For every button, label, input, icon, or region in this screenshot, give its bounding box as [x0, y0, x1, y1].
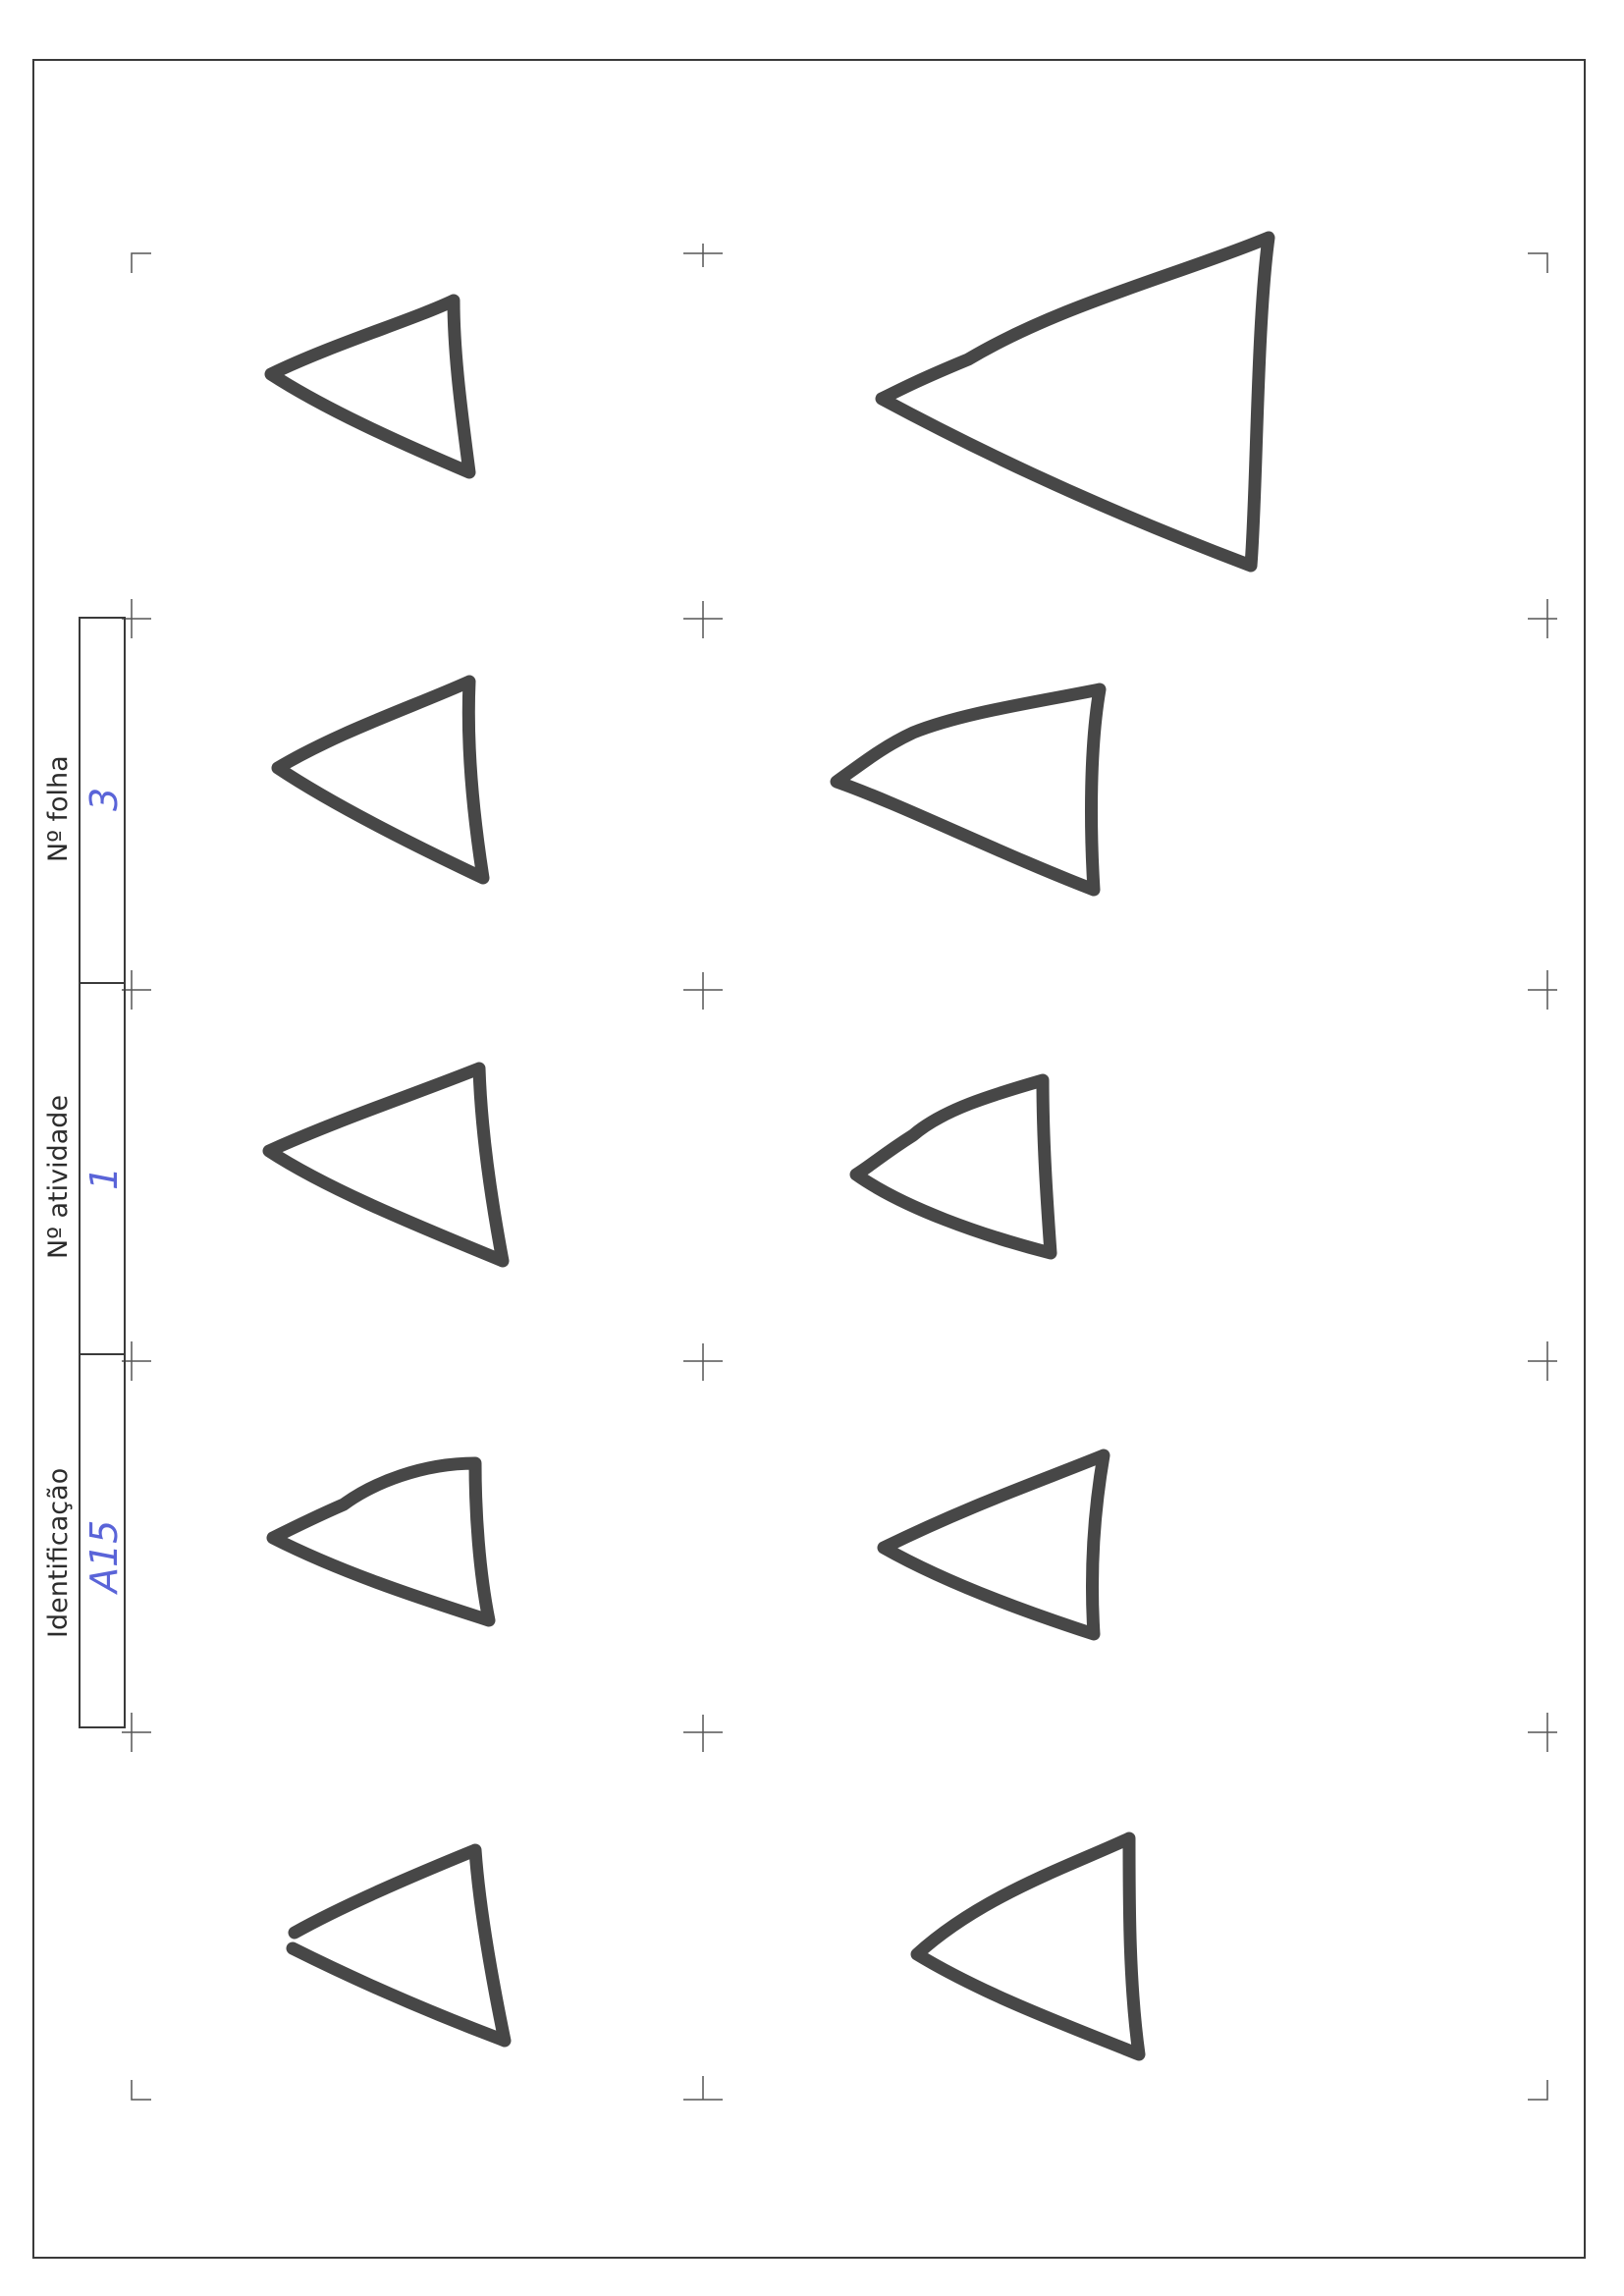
triangle-icon-left-1 — [264, 294, 476, 479]
cross-mark-middle-4 — [683, 1715, 723, 1752]
identification-box-divider — [79, 1353, 126, 1355]
identification-label: Identificação — [43, 1467, 74, 1638]
triangle-icon-right-2 — [830, 683, 1107, 897]
sheet-number-label: Nº folha — [43, 755, 74, 862]
triangle-icon-right-4 — [877, 1449, 1110, 1641]
page-border — [32, 59, 1586, 2259]
cross-mark-left-4 — [122, 1713, 151, 1752]
cross-mark-right-3 — [1528, 1341, 1557, 1381]
triangle-icon-left-4 — [266, 1456, 496, 1627]
cross-mark-top-middle — [683, 244, 723, 267]
cross-mark-left-3 — [122, 1341, 151, 1381]
cross-mark-left-2 — [122, 970, 151, 1010]
cross-mark-middle-1 — [683, 601, 723, 638]
triangle-icon-right-5 — [910, 1831, 1146, 2061]
activity-number-value: 1 — [82, 1166, 126, 1190]
triangle-icon-left-3 — [262, 1062, 510, 1268]
identification-value: A15 — [82, 1519, 126, 1593]
triangles — [262, 231, 1275, 2061]
activity-number-label: Nº atividade — [43, 1094, 74, 1259]
corner-mark-bottom-right — [1528, 2080, 1548, 2101]
cross-mark-middle-3 — [683, 1343, 723, 1381]
cross-mark-left-1 — [122, 599, 151, 638]
triangle-icon-right-1 — [875, 231, 1275, 573]
triangle-icon-right-3 — [849, 1073, 1057, 1260]
cross-mark-right-4 — [1528, 1713, 1557, 1752]
triangle-icon-left-5 — [286, 1843, 512, 2048]
cross-mark-right-2 — [1528, 970, 1557, 1010]
identification-box — [79, 617, 126, 1728]
identification-box-divider — [79, 982, 126, 984]
corner-mark-bottom-left — [131, 2080, 151, 2101]
corner-mark-top-left — [131, 252, 151, 273]
registration-marks — [122, 244, 1557, 2101]
corner-mark-top-right — [1528, 252, 1548, 273]
cross-mark-bottom-middle — [683, 2076, 723, 2101]
sheet-number-value: 3 — [82, 787, 126, 811]
cross-mark-right-1 — [1528, 599, 1557, 638]
triangle-icon-left-2 — [271, 675, 490, 885]
cross-mark-middle-2 — [683, 972, 723, 1010]
